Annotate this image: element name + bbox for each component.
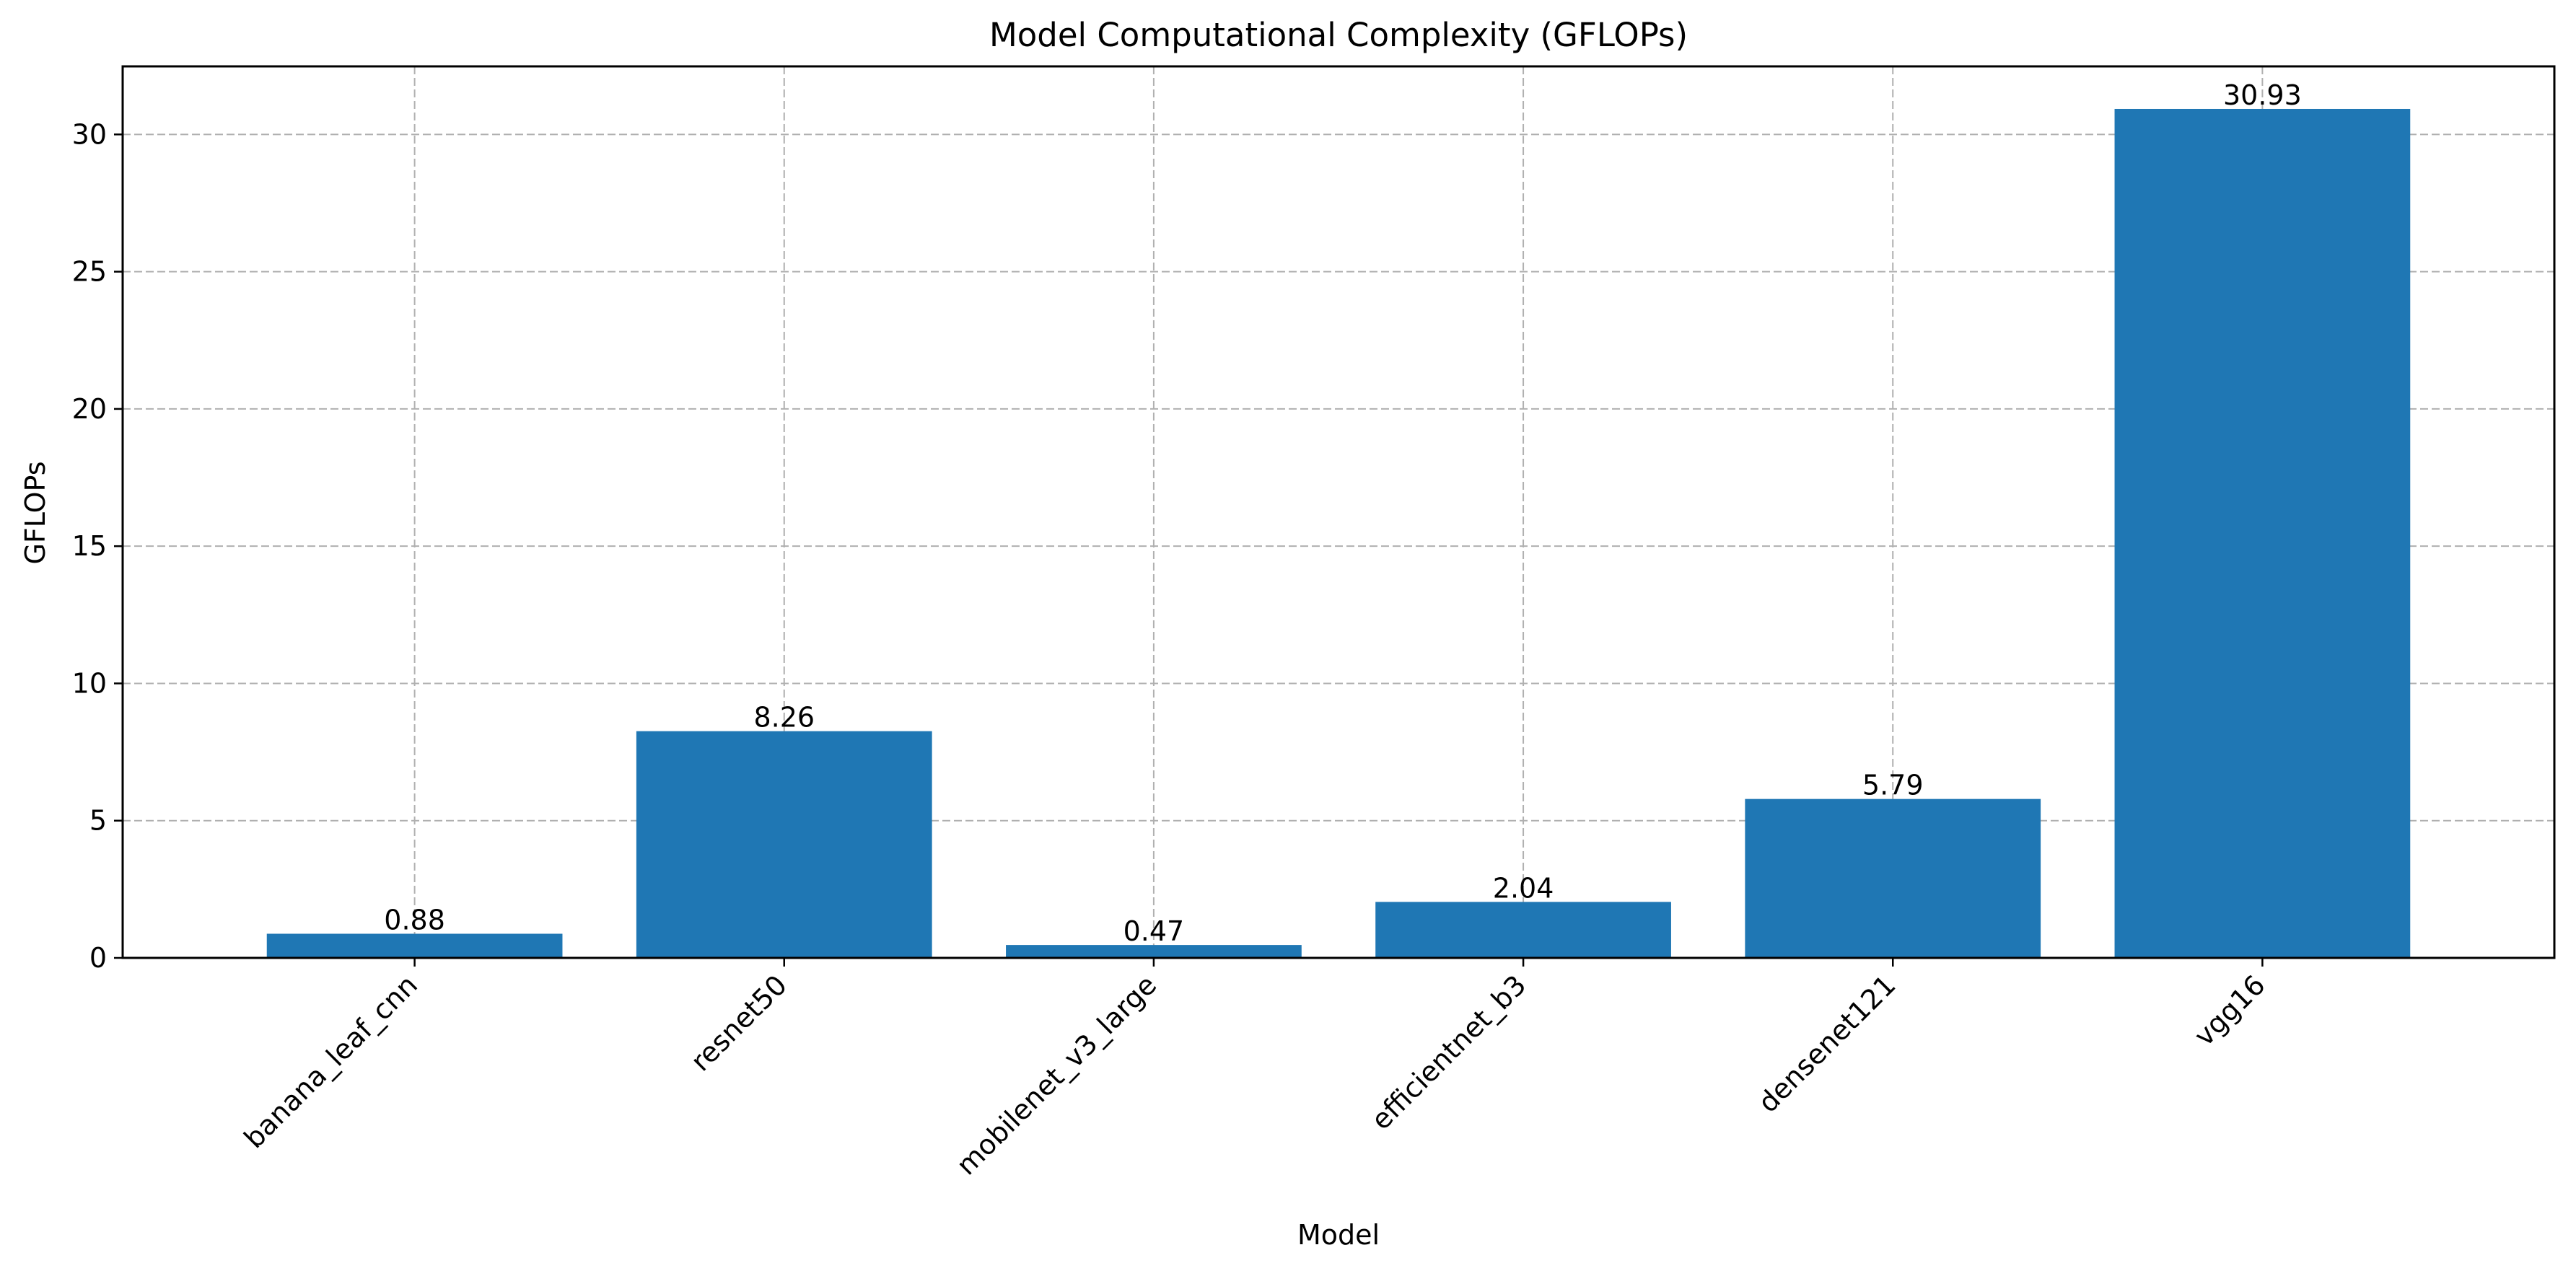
y-tick-label: 10 <box>72 667 107 699</box>
bar-banana_leaf_cnn <box>266 933 563 958</box>
y-tick-label: 20 <box>72 393 107 425</box>
y-tick-label: 5 <box>89 805 107 837</box>
data-label-efficientnet_b3: 2.04 <box>1493 872 1554 904</box>
bar-densenet121 <box>1745 798 2041 958</box>
data-label-densenet121: 5.79 <box>1862 770 1924 801</box>
chart-title: Model Computational Complexity (GFLOPs) <box>989 16 1688 54</box>
y-tick-label: 25 <box>72 256 107 288</box>
data-label-resnet50: 8.26 <box>753 702 815 734</box>
y-tick-label: 30 <box>72 118 107 150</box>
bar-vgg16 <box>2114 108 2411 958</box>
y-axis-label: GFLOPs <box>19 461 51 564</box>
bars <box>266 108 2411 958</box>
data-labels: 0.88 8.26 0.47 2.04 5.79 30.93 <box>384 79 2301 947</box>
y-tick-label: 0 <box>89 942 107 974</box>
data-label-vgg16: 30.93 <box>2223 79 2302 111</box>
data-label-mobilenet_v3_large: 0.47 <box>1123 915 1185 947</box>
data-label-banana_leaf_cnn: 0.88 <box>384 905 445 936</box>
bar-efficientnet_b3 <box>1375 902 1671 958</box>
x-axis-label: Model <box>1297 1219 1380 1251</box>
bar-mobilenet_v3_large <box>1006 945 1302 958</box>
y-tick-label: 15 <box>72 530 107 562</box>
plot-area-frame <box>121 65 2556 959</box>
bar-resnet50 <box>636 731 932 958</box>
